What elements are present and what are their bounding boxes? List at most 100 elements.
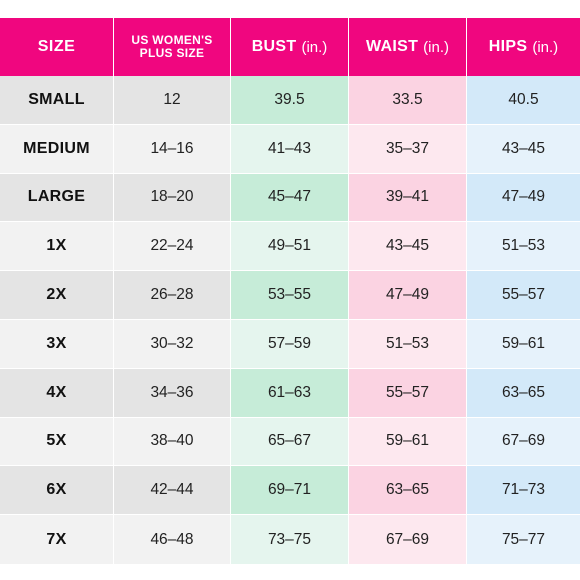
- bust-cell-text: 45–47: [267, 188, 312, 206]
- bust-cell-text: 69–71: [267, 481, 312, 499]
- us-size-cell: 12: [114, 76, 231, 125]
- bust-cell: 61–63: [231, 368, 349, 418]
- us-size-cell-text: 42–44: [150, 481, 194, 499]
- table-header-row: SIZE US WOMEN'S PLUS SIZE BUST (in.) WAIS…: [0, 18, 580, 76]
- us-size-cell-text: 26–28: [150, 286, 194, 304]
- us-size-cell-text: 14–16: [150, 139, 194, 157]
- hips-cell: 71–73: [467, 466, 580, 516]
- us-size-cell-text: 34–36: [150, 383, 194, 401]
- waist-cell: 35–37: [349, 124, 467, 174]
- us-size-cell-text: 38–40: [150, 432, 194, 450]
- header-bust-label: BUST: [251, 38, 297, 55]
- header-hips: HIPS (in.): [467, 18, 580, 76]
- size-chart-table: SIZE US WOMEN'S PLUS SIZE BUST (in.) WAIS…: [0, 18, 580, 564]
- waist-cell-text: 51–53: [385, 334, 430, 352]
- us-size-cell-text: 46–48: [150, 530, 194, 548]
- us-size-cell: 26–28: [114, 271, 231, 320]
- table-row: 1X 22–24 49–51 43–45 51–53: [0, 222, 580, 272]
- bust-cell-text: 49–51: [267, 237, 312, 255]
- bust-cell-text: 73–75: [267, 530, 312, 548]
- size-cell-text: 2X: [46, 286, 67, 304]
- waist-cell: 63–65: [349, 466, 467, 516]
- us-size-cell: 42–44: [114, 466, 231, 516]
- hips-cell-text: 51–53: [501, 237, 546, 255]
- header-us-womens-plus-size: US WOMEN'S PLUS SIZE: [114, 18, 231, 76]
- table-row: SMALL 12 39.5 33.5 40.5: [0, 76, 580, 125]
- bust-cell: 53–55: [231, 271, 349, 320]
- size-cell-text: 1X: [46, 237, 67, 255]
- header-waist: WAIST (in.): [349, 18, 467, 76]
- waist-cell: 59–61: [349, 417, 467, 467]
- table-row: 3X 30–32 57–59 51–53 59–61: [0, 319, 580, 369]
- header-bust: BUST (in.): [231, 18, 349, 76]
- bust-cell: 69–71: [231, 466, 349, 516]
- us-size-cell-text: 18–20: [150, 188, 194, 206]
- hips-cell-text: 63–65: [501, 383, 546, 401]
- hips-cell: 63–65: [467, 368, 580, 418]
- size-cell-text: LARGE: [27, 188, 86, 206]
- size-cell-text: 3X: [46, 334, 67, 352]
- bust-cell: 49–51: [231, 222, 349, 272]
- hips-cell-text: 59–61: [501, 334, 546, 352]
- size-cell: SMALL: [0, 76, 114, 125]
- size-cell-text: MEDIUM: [23, 139, 90, 157]
- size-cell: 4X: [0, 368, 114, 418]
- hips-cell-text: 43–45: [501, 139, 546, 157]
- hips-cell-text: 55–57: [501, 286, 546, 304]
- waist-cell: 67–69: [349, 515, 467, 564]
- size-cell: 7X: [0, 515, 114, 564]
- hips-cell-text: 67–69: [501, 432, 546, 450]
- us-size-cell: 46–48: [114, 515, 231, 564]
- header-size-label: SIZE: [37, 38, 76, 55]
- bust-cell-text: 39.5: [274, 90, 305, 108]
- waist-cell-text: 39–41: [385, 188, 430, 206]
- size-cell: 3X: [0, 319, 114, 369]
- waist-cell-text: 43–45: [385, 237, 430, 255]
- hips-cell: 75–77: [467, 515, 580, 564]
- table-body: SMALL 12 39.5 33.5 40.5 MEDIUM 14–16 41–43 35–37…: [0, 76, 580, 564]
- waist-cell: 51–53: [349, 319, 467, 369]
- hips-cell: 40.5: [467, 76, 580, 125]
- table-row: 4X 34–36 61–63 55–57 63–65: [0, 368, 580, 418]
- waist-cell-text: 59–61: [385, 432, 430, 450]
- size-cell-text: SMALL: [28, 90, 85, 108]
- bust-cell-text: 61–63: [267, 383, 312, 401]
- bust-cell-text: 65–67: [267, 432, 312, 450]
- us-size-cell: 18–20: [114, 173, 231, 223]
- us-size-cell-text: 12: [163, 90, 181, 108]
- waist-cell: 33.5: [349, 76, 467, 125]
- size-cell-text: 6X: [46, 481, 67, 499]
- waist-cell: 47–49: [349, 271, 467, 320]
- waist-cell-text: 67–69: [385, 530, 430, 548]
- bust-cell: 73–75: [231, 515, 349, 564]
- hips-cell-text: 75–77: [501, 530, 546, 548]
- header-hips-unit: (in.): [532, 38, 559, 56]
- bust-cell: 39.5: [231, 76, 349, 125]
- size-cell: 1X: [0, 222, 114, 272]
- size-cell-text: 7X: [46, 530, 67, 548]
- waist-cell-text: 63–65: [385, 481, 430, 499]
- hips-cell: 67–69: [467, 417, 580, 467]
- size-cell: LARGE: [0, 173, 114, 223]
- table-row: 2X 26–28 53–55 47–49 55–57: [0, 271, 580, 320]
- table-row: 6X 42–44 69–71 63–65 71–73: [0, 466, 580, 516]
- size-cell: 6X: [0, 466, 114, 516]
- hips-cell: 47–49: [467, 173, 580, 223]
- us-size-cell-text: 22–24: [150, 237, 194, 255]
- bust-cell: 41–43: [231, 124, 349, 174]
- hips-cell: 55–57: [467, 271, 580, 320]
- size-cell-text: 5X: [46, 432, 67, 450]
- size-cell: 2X: [0, 271, 114, 320]
- size-cell: MEDIUM: [0, 124, 114, 174]
- waist-cell: 39–41: [349, 173, 467, 223]
- us-size-cell: 30–32: [114, 319, 231, 369]
- us-size-cell: 34–36: [114, 368, 231, 418]
- us-size-cell-text: 30–32: [150, 334, 194, 352]
- header-bust-unit: (in.): [301, 38, 328, 56]
- header-waist-label: WAIST: [365, 38, 419, 55]
- header-hips-label: HIPS: [488, 38, 528, 55]
- waist-cell-text: 47–49: [385, 286, 430, 304]
- bust-cell-text: 41–43: [267, 139, 312, 157]
- us-size-cell: 14–16: [114, 124, 231, 174]
- size-cell-text: 4X: [46, 383, 67, 401]
